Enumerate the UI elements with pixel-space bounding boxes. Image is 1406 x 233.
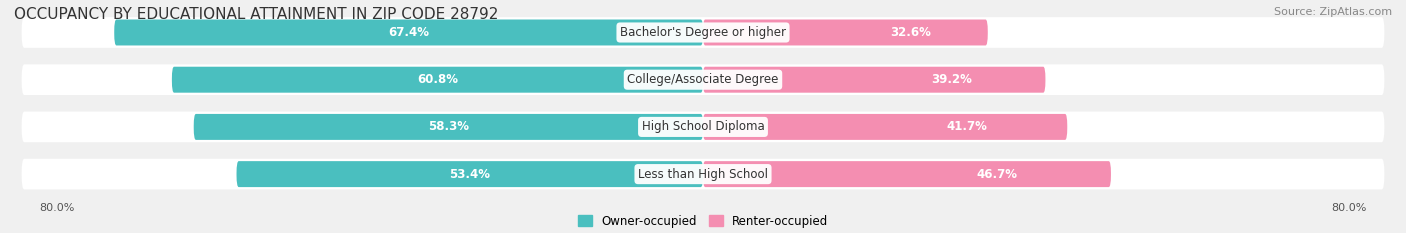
FancyBboxPatch shape	[236, 161, 703, 187]
Text: Source: ZipAtlas.com: Source: ZipAtlas.com	[1274, 7, 1392, 17]
FancyBboxPatch shape	[21, 17, 1385, 48]
Text: College/Associate Degree: College/Associate Degree	[627, 73, 779, 86]
Text: 53.4%: 53.4%	[450, 168, 491, 181]
Text: 41.7%: 41.7%	[946, 120, 987, 134]
Text: 46.7%: 46.7%	[977, 168, 1018, 181]
Text: 58.3%: 58.3%	[427, 120, 468, 134]
Text: 80.0%: 80.0%	[1331, 203, 1367, 213]
Text: OCCUPANCY BY EDUCATIONAL ATTAINMENT IN ZIP CODE 28792: OCCUPANCY BY EDUCATIONAL ATTAINMENT IN Z…	[14, 7, 499, 22]
FancyBboxPatch shape	[114, 20, 703, 45]
Text: 39.2%: 39.2%	[931, 73, 972, 86]
Text: 60.8%: 60.8%	[418, 73, 458, 86]
Text: 67.4%: 67.4%	[388, 26, 429, 39]
Text: Less than High School: Less than High School	[638, 168, 768, 181]
FancyBboxPatch shape	[21, 159, 1385, 189]
Text: High School Diploma: High School Diploma	[641, 120, 765, 134]
FancyBboxPatch shape	[21, 64, 1385, 95]
FancyBboxPatch shape	[21, 112, 1385, 142]
Legend: Owner-occupied, Renter-occupied: Owner-occupied, Renter-occupied	[572, 210, 834, 232]
FancyBboxPatch shape	[703, 20, 988, 45]
FancyBboxPatch shape	[172, 67, 703, 93]
Text: 80.0%: 80.0%	[39, 203, 75, 213]
FancyBboxPatch shape	[194, 114, 703, 140]
Text: 32.6%: 32.6%	[890, 26, 932, 39]
FancyBboxPatch shape	[703, 114, 1067, 140]
FancyBboxPatch shape	[703, 67, 1046, 93]
Text: Bachelor's Degree or higher: Bachelor's Degree or higher	[620, 26, 786, 39]
FancyBboxPatch shape	[703, 161, 1111, 187]
